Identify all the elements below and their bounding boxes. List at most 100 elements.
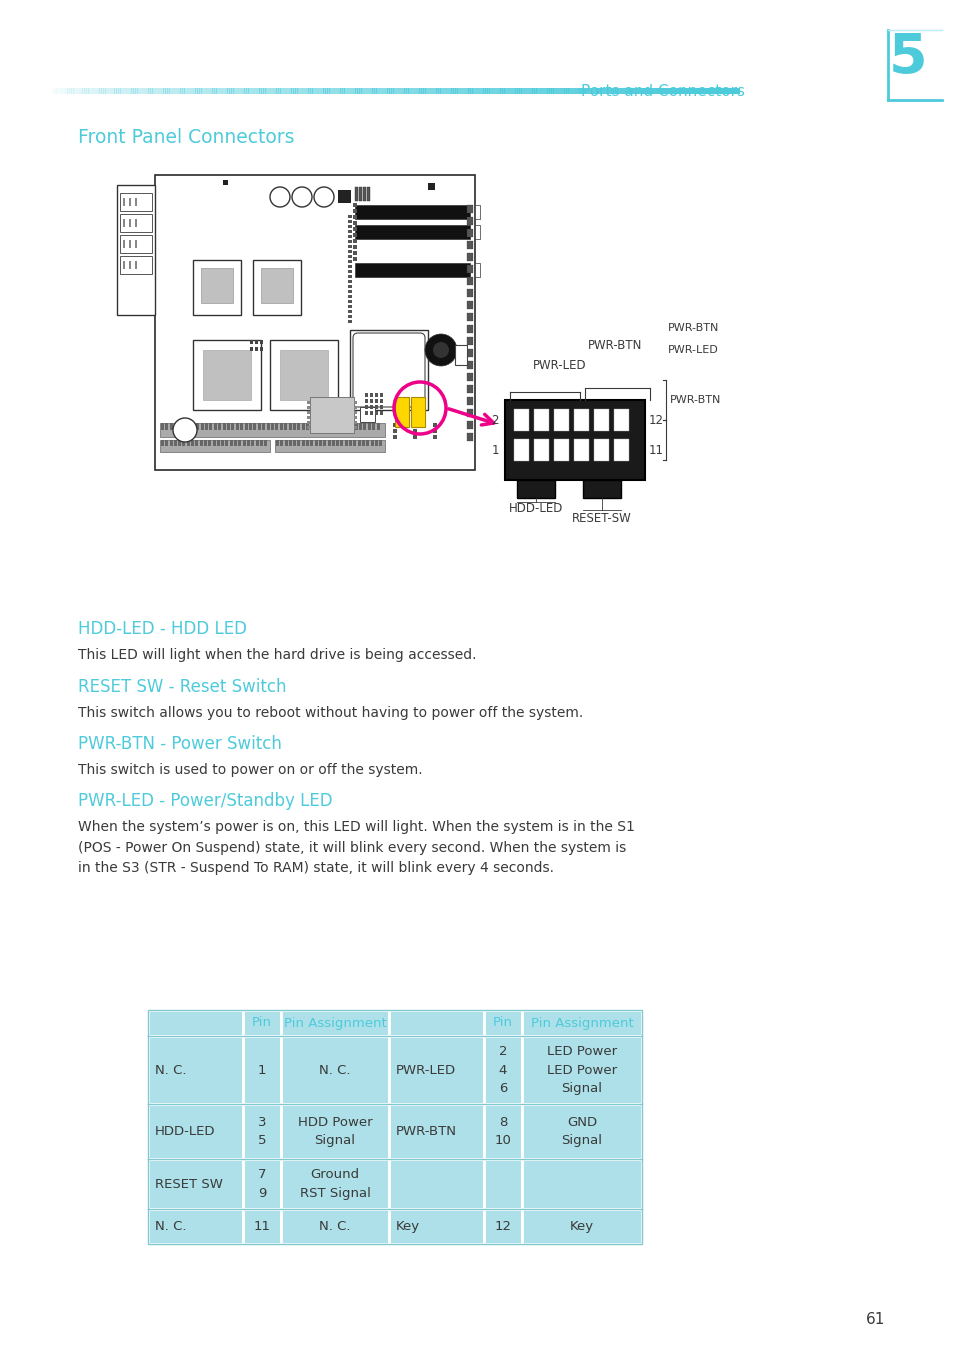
Bar	[378, 440, 382, 445]
Bar	[368, 422, 371, 431]
Bar	[129, 198, 131, 206]
Bar	[223, 180, 228, 185]
Bar	[602, 88, 604, 93]
Bar	[370, 88, 373, 93]
Bar	[274, 440, 385, 452]
Bar	[413, 429, 416, 433]
Bar	[348, 265, 352, 268]
Bar	[379, 399, 382, 403]
Bar	[475, 263, 479, 278]
Bar	[161, 88, 163, 93]
Bar	[225, 88, 228, 93]
Bar	[272, 88, 274, 93]
Bar	[344, 88, 347, 93]
Text: PWR-BTN - Power Switch: PWR-BTN - Power Switch	[78, 735, 281, 753]
Bar	[523, 88, 526, 93]
Bar	[534, 88, 537, 93]
Text: HDD-LED: HDD-LED	[508, 502, 562, 515]
Bar	[206, 88, 208, 93]
Bar	[301, 88, 304, 93]
Bar	[151, 88, 152, 93]
Bar	[467, 325, 473, 333]
Text: N. C.: N. C.	[154, 1220, 186, 1233]
Bar	[280, 349, 328, 399]
Bar	[332, 440, 335, 445]
Bar	[210, 88, 213, 93]
Bar	[467, 337, 473, 345]
Bar	[428, 183, 435, 190]
Bar	[433, 429, 436, 433]
Bar	[406, 88, 409, 93]
Bar	[376, 422, 379, 431]
Bar	[247, 440, 250, 445]
Bar	[335, 88, 338, 93]
Bar	[325, 88, 328, 93]
Bar	[289, 440, 292, 445]
Bar	[279, 422, 282, 431]
Bar	[310, 440, 314, 445]
Bar	[103, 88, 106, 93]
Bar	[108, 88, 111, 93]
Bar	[467, 385, 473, 393]
Bar	[101, 88, 104, 93]
Bar	[307, 416, 310, 418]
Bar	[261, 88, 264, 93]
Bar	[165, 440, 168, 445]
Bar	[348, 245, 352, 248]
Bar	[344, 440, 348, 445]
Bar	[521, 1104, 641, 1159]
Bar	[310, 88, 313, 93]
Bar	[444, 88, 447, 93]
Bar	[353, 240, 356, 242]
Bar	[323, 88, 325, 93]
Bar	[348, 255, 352, 259]
Bar	[67, 88, 70, 93]
Bar	[397, 88, 400, 93]
Bar	[92, 88, 95, 93]
Bar	[355, 263, 470, 278]
Text: Pin: Pin	[493, 1017, 513, 1029]
Bar	[250, 347, 253, 351]
Bar	[544, 88, 547, 93]
Bar	[625, 88, 628, 93]
Bar	[568, 88, 571, 93]
Bar	[259, 440, 263, 445]
Bar	[120, 214, 152, 232]
Bar	[599, 88, 602, 93]
Bar	[260, 340, 263, 344]
Bar	[335, 440, 339, 445]
Bar	[410, 88, 413, 93]
Bar	[284, 422, 287, 431]
Bar	[201, 88, 204, 93]
Bar	[189, 88, 192, 93]
Bar	[551, 88, 554, 93]
Bar	[237, 88, 240, 93]
Bar	[474, 88, 476, 93]
Bar	[389, 1104, 483, 1159]
Bar	[475, 225, 479, 240]
Bar	[614, 409, 628, 431]
Bar	[129, 261, 131, 269]
Bar	[127, 88, 130, 93]
Bar	[353, 227, 356, 232]
Bar	[112, 88, 114, 93]
Bar	[165, 88, 168, 93]
Bar	[393, 429, 396, 433]
Bar	[391, 88, 394, 93]
Bar	[265, 88, 268, 93]
Bar	[604, 88, 607, 93]
Bar	[173, 440, 176, 445]
Bar	[521, 1036, 641, 1104]
Bar	[199, 440, 202, 445]
Bar	[310, 397, 354, 433]
Bar	[91, 88, 93, 93]
Bar	[271, 422, 274, 431]
Bar	[361, 88, 364, 93]
Bar	[58, 88, 61, 93]
Bar	[348, 290, 352, 292]
Bar	[318, 88, 321, 93]
Bar	[336, 422, 339, 431]
Bar	[334, 88, 336, 93]
Bar	[133, 88, 135, 93]
Bar	[611, 88, 613, 93]
